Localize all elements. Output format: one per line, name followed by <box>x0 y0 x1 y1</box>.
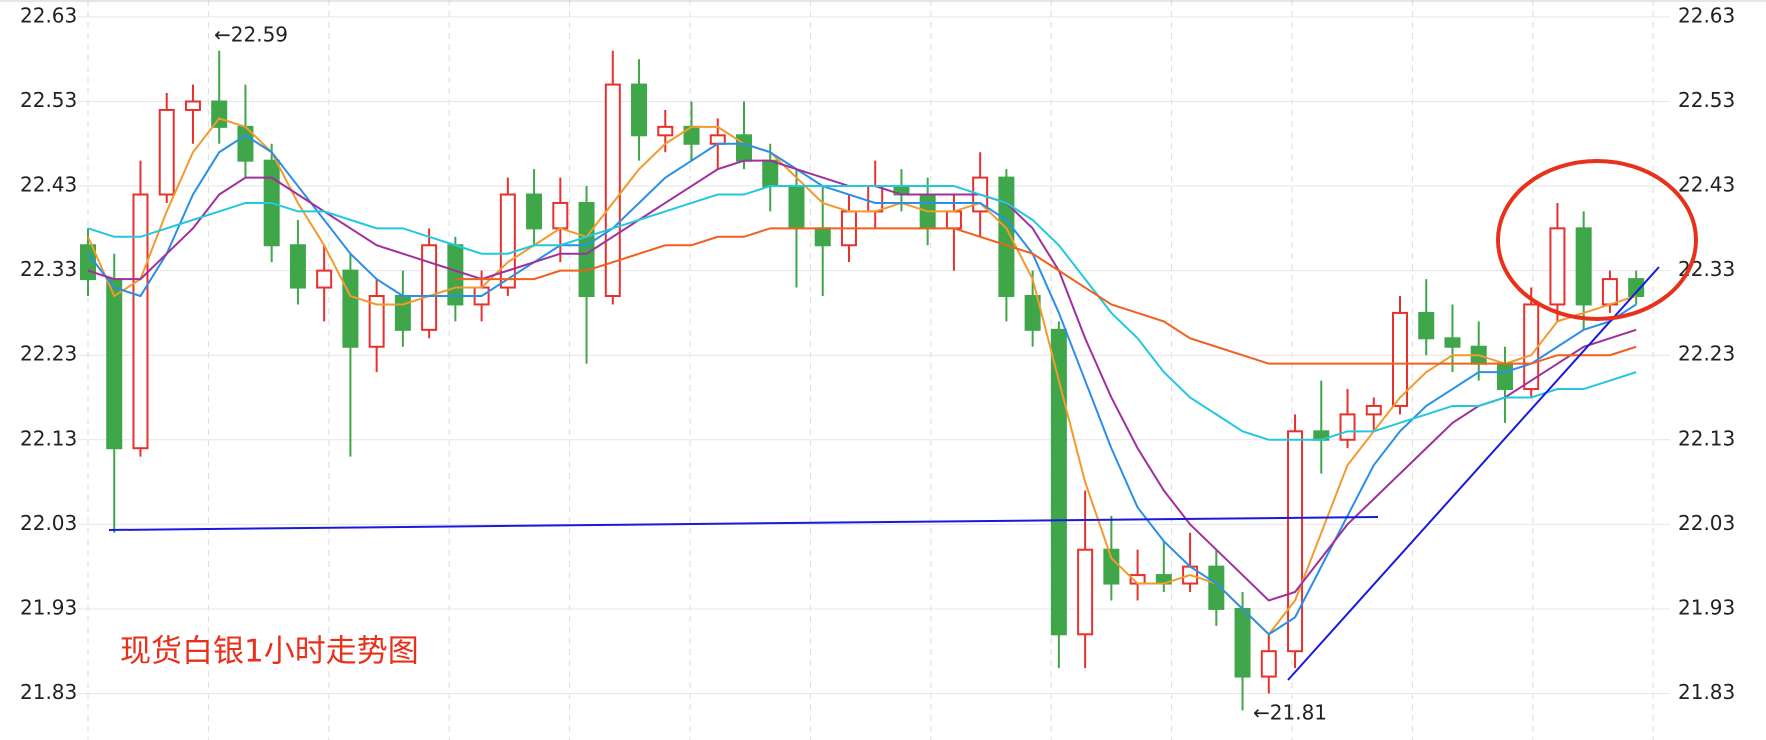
candle-body <box>1444 337 1461 348</box>
candle-body <box>132 193 149 450</box>
y-tick-label: 22.33 <box>20 257 77 281</box>
candle-body <box>421 244 438 331</box>
y2-tick-label: 22.33 <box>1678 257 1735 281</box>
candle-body <box>1601 278 1618 306</box>
y2-tick-label: 22.63 <box>1678 3 1735 27</box>
ma-line <box>455 227 1637 365</box>
y-tick-label: 22.03 <box>20 511 77 535</box>
candle-body <box>1287 430 1304 653</box>
candle-body <box>1234 607 1251 678</box>
chart-title: 现货白银1小时走势图 <box>120 634 419 670</box>
marks <box>80 50 1645 711</box>
candle-body <box>1339 413 1356 441</box>
candle-body <box>1050 328 1067 636</box>
annotation: ←21.81 <box>1253 701 1327 725</box>
candle-body <box>945 210 962 230</box>
ma-line <box>87 117 1637 636</box>
candle-body <box>736 134 752 162</box>
candle-body <box>211 100 228 128</box>
candle-body <box>1077 548 1094 636</box>
candle-body <box>814 227 831 247</box>
candle-body <box>1549 227 1566 306</box>
candle-body <box>1103 548 1120 585</box>
y-tick-label: 22.43 <box>20 173 77 197</box>
candle-body <box>552 201 569 230</box>
candle-body <box>80 244 96 281</box>
ma-line <box>87 185 1637 441</box>
highlight-circle <box>1496 159 1698 321</box>
y-tick-label: 21.93 <box>20 595 77 619</box>
annotation: ←22.59 <box>214 23 288 47</box>
candle-body <box>342 269 359 348</box>
candle-body <box>1260 650 1277 678</box>
candle-body <box>1496 362 1513 391</box>
candle-body <box>106 278 123 450</box>
candle-body <box>1575 227 1592 306</box>
candle-body <box>1418 311 1435 340</box>
candle-body <box>788 185 805 230</box>
y2-tick-label: 22.03 <box>1678 511 1735 535</box>
candle-body <box>1365 404 1382 416</box>
candle-body <box>604 83 621 297</box>
y2-tick-label: 22.23 <box>1678 342 1735 366</box>
candle-body <box>158 108 175 196</box>
y2-tick-label: 22.53 <box>1678 88 1735 112</box>
y-tick-label: 22.13 <box>20 426 77 450</box>
candle-body <box>526 193 543 230</box>
candle-body <box>316 269 333 289</box>
candle-body <box>657 125 674 137</box>
candle-body <box>762 159 779 188</box>
candle-body <box>709 134 726 145</box>
y2-tick-label: 21.83 <box>1678 680 1735 704</box>
candle-body <box>1208 565 1225 610</box>
candle-body <box>631 83 648 137</box>
y-tick-label: 22.23 <box>20 342 77 366</box>
y2-tick-label: 22.43 <box>1678 173 1735 197</box>
candle-body <box>368 295 385 348</box>
candle-body <box>1392 311 1408 407</box>
y-tick-label: 22.53 <box>20 88 77 112</box>
trend-line <box>108 516 1379 531</box>
candle-body <box>867 185 884 213</box>
y-tick-label: 22.63 <box>20 3 77 27</box>
y2-tick-label: 21.93 <box>1678 595 1735 619</box>
candle-body <box>1024 295 1041 331</box>
y-tick-label: 21.83 <box>20 680 77 704</box>
candle-body <box>184 100 201 111</box>
candle-body <box>394 295 411 331</box>
candle-body <box>499 193 516 289</box>
trend-line <box>1287 266 1660 681</box>
ma-line <box>87 134 1637 636</box>
candle-body <box>289 244 306 289</box>
y2-tick-label: 22.13 <box>1678 426 1735 450</box>
